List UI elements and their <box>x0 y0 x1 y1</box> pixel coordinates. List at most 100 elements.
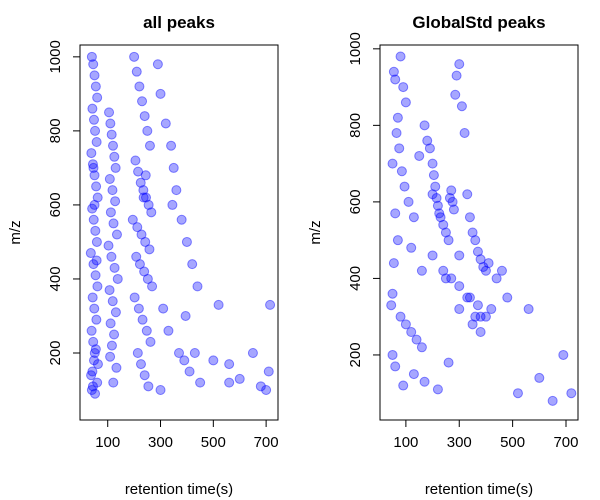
point <box>108 218 119 229</box>
y-axis-label: m/z <box>307 220 324 244</box>
point <box>87 159 98 170</box>
point <box>144 244 155 255</box>
point <box>265 299 276 310</box>
point <box>399 181 410 192</box>
point <box>400 97 411 108</box>
point <box>491 273 502 284</box>
point <box>92 377 103 388</box>
point <box>450 89 461 100</box>
point <box>146 207 157 218</box>
point <box>111 362 122 373</box>
y-tick-label: 1000 <box>347 32 364 65</box>
point <box>106 251 117 262</box>
point <box>86 148 97 159</box>
point <box>180 310 191 321</box>
point <box>138 185 149 196</box>
point <box>107 296 118 307</box>
point <box>87 381 98 392</box>
point <box>192 281 203 292</box>
point <box>486 304 497 315</box>
point <box>464 292 475 303</box>
point <box>189 347 200 358</box>
point <box>135 359 146 370</box>
point <box>127 214 138 225</box>
point <box>138 192 149 203</box>
point <box>392 112 403 123</box>
point <box>187 259 198 270</box>
point <box>90 81 101 92</box>
y-tick-label: 200 <box>347 342 364 367</box>
point <box>208 355 219 366</box>
point <box>137 314 148 325</box>
x-tick-label: 100 <box>95 434 120 451</box>
point <box>432 200 443 211</box>
point <box>140 236 151 247</box>
x-axis-label: retention time(s) <box>425 481 533 498</box>
y-tick-label: 600 <box>47 192 64 217</box>
point <box>87 366 98 377</box>
point <box>454 304 465 315</box>
point <box>398 380 409 391</box>
point <box>195 377 206 388</box>
point <box>414 150 425 161</box>
point <box>434 208 445 219</box>
point <box>90 388 101 399</box>
point <box>105 351 116 362</box>
point <box>112 273 123 284</box>
point <box>427 158 438 169</box>
point <box>391 128 402 139</box>
panel-title: all peaks <box>143 13 215 32</box>
point <box>139 266 150 277</box>
point <box>140 170 151 181</box>
point <box>396 166 407 177</box>
point <box>446 185 457 196</box>
point <box>104 174 115 185</box>
point <box>88 355 99 366</box>
point <box>390 74 401 85</box>
point <box>109 262 120 273</box>
point <box>90 125 101 136</box>
point <box>139 111 150 122</box>
point <box>472 246 483 257</box>
point <box>174 347 184 358</box>
point <box>419 376 430 387</box>
point <box>89 347 100 358</box>
point <box>475 326 486 337</box>
point <box>90 270 101 281</box>
point <box>454 59 465 70</box>
point <box>430 181 441 192</box>
y-tick-label: 600 <box>347 189 364 214</box>
point <box>534 372 545 383</box>
point <box>88 259 99 270</box>
point <box>131 251 142 262</box>
point <box>129 292 140 303</box>
point <box>398 82 409 93</box>
point <box>406 326 417 337</box>
point <box>91 236 102 247</box>
x-tick-label: 300 <box>447 434 472 451</box>
point <box>85 248 96 259</box>
point <box>152 59 163 70</box>
y-tick-label: 800 <box>47 118 64 143</box>
point <box>400 319 411 330</box>
point <box>88 162 99 173</box>
point <box>428 170 439 181</box>
point <box>179 355 190 366</box>
point <box>91 314 102 325</box>
point <box>133 303 144 314</box>
point <box>106 129 117 140</box>
point <box>416 342 427 353</box>
point <box>424 143 435 154</box>
point <box>444 193 455 204</box>
point <box>467 319 478 330</box>
point <box>422 135 433 146</box>
point <box>88 214 99 225</box>
point <box>143 381 154 392</box>
point <box>456 101 467 112</box>
point <box>390 361 401 372</box>
point <box>142 273 153 284</box>
point <box>213 299 224 310</box>
point <box>411 334 422 345</box>
point <box>440 273 451 284</box>
